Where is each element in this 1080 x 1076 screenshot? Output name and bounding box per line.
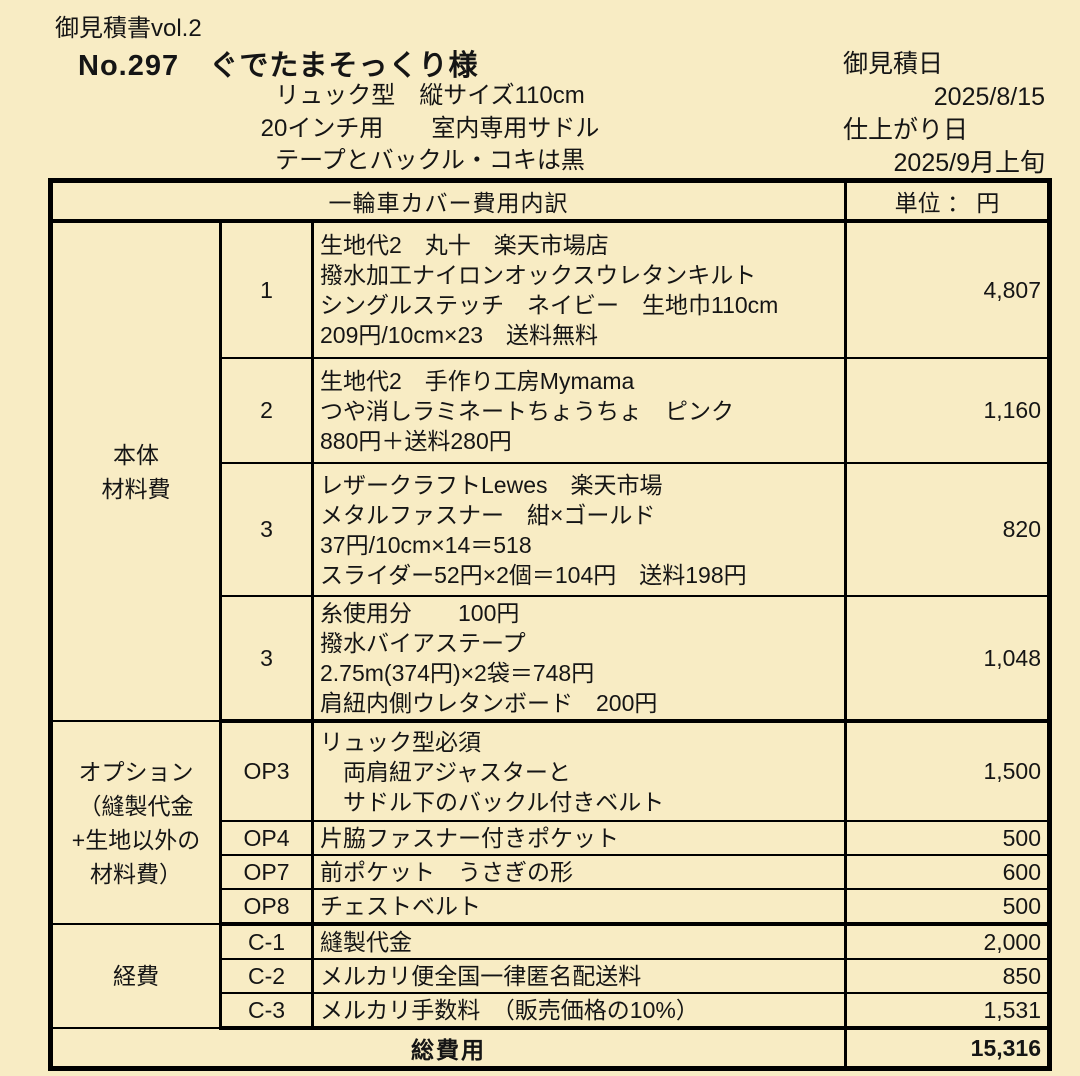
item-price-cell: 500	[844, 820, 1052, 856]
section-label-options: オプション （縫製代金 +生地以外の 材料費）	[49, 720, 222, 925]
item-price-cell: 600	[844, 854, 1052, 890]
item-price-cell: 1,500	[844, 720, 1052, 822]
finish-date-label: 仕上がり日	[843, 116, 969, 144]
item-no-cell: C-2	[219, 958, 314, 994]
item-desc-cell: 生地代2 手作り工房Mymama つや消しラミネートちょうちょ ピンク 880円…	[310, 357, 848, 464]
item-desc-cell: 縫製代金	[310, 923, 848, 960]
table-row: オプション （縫製代金 +生地以外の 材料費） OP3 リュック型必須 両肩紐ア…	[49, 720, 1052, 925]
unit-cell: 単位 ： 円	[844, 179, 1052, 223]
item-no-cell: OP8	[219, 888, 314, 926]
table-row: 本体 材料費 1 生地代2 丸十 楽天市場店 撥水加工ナイロンオックスウレタンキ…	[49, 220, 1052, 722]
item-desc-cell: リュック型必須 両肩紐アジャスターと サドル下のバックル付きベルト	[310, 720, 848, 822]
table-row: 3 レザークラフトLewes 楽天市場 メタルファスナー 紺×ゴールド 37円/…	[51, 462, 1052, 597]
item-desc-cell: 生地代2 丸十 楽天市場店 撥水加工ナイロンオックスウレタンキルト シングルステ…	[310, 220, 848, 359]
item-no-cell: C-1	[219, 923, 314, 960]
table-row: 3 糸使用分 100円 撥水バイアステープ 2.75m(374円)×2袋＝748…	[51, 595, 1052, 723]
item-no-cell: OP3	[219, 720, 314, 822]
table-row: C-2 メルカリ便全国一律匿名配送料 850	[51, 958, 1052, 994]
item-price-cell: 2,000	[844, 923, 1052, 960]
customer-name: No.297 ぐでたまそっくり様	[78, 50, 479, 82]
item-price-cell: 1,048	[844, 595, 1052, 723]
item-no-cell: 2	[219, 357, 314, 464]
table-row: 経費 C-1 縫製代金 2,000	[49, 923, 1052, 1029]
table-row: OP7 前ポケット うさぎの形 600	[51, 854, 1052, 890]
table-row: OP4 片脇ファスナー付きポケット 500	[51, 820, 1052, 856]
item-no-cell: C-3	[219, 992, 314, 1030]
item-price-cell: 4,807	[844, 220, 1052, 359]
item-price-cell: 820	[844, 462, 1052, 597]
finish-date-value: 2025/9月上旬	[893, 149, 1045, 177]
cost-breakdown-table: 一輪車カバー費用内訳 単位 ： 円 本体 材料費 1 生地代2 丸十 楽天市場店…	[48, 178, 1053, 1071]
item-price-cell: 1,531	[844, 992, 1052, 1030]
table-row: 2 生地代2 手作り工房Mymama つや消しラミネートちょうちょ ピンク 88…	[51, 357, 1052, 464]
item-no-cell: 3	[219, 462, 314, 597]
item-desc-cell: 前ポケット うさぎの形	[310, 854, 848, 890]
item-price-cell: 1,160	[844, 357, 1052, 464]
item-no-cell: OP7	[219, 854, 314, 890]
table-row: OP8 チェストベルト 500	[51, 888, 1052, 926]
item-desc-cell: 糸使用分 100円 撥水バイアステープ 2.75m(374円)×2袋＝748円 …	[310, 595, 848, 723]
section-label-expenses: 経費	[49, 923, 222, 1029]
table-row: C-3 メルカリ手数料 （販売価格の10%） 1,531	[51, 992, 1052, 1030]
item-desc-cell: レザークラフトLewes 楽天市場 メタルファスナー 紺×ゴールド 37円/10…	[310, 462, 848, 597]
section-label-materials: 本体 材料費	[49, 220, 222, 722]
document-title: 御見積書vol.2	[55, 15, 202, 42]
item-no-cell: 3	[219, 595, 314, 723]
spec-lines: リュック型 縦サイズ110cm 20インチ用 室内専用サドル テープとバックル・…	[260, 82, 600, 174]
total-label-cell: 総費用	[48, 1027, 848, 1070]
date-block: 御見積日 2025/8/15 仕上がり日 2025/9月上旬	[843, 48, 1045, 180]
item-desc-cell: メルカリ手数料 （販売価格の10%）	[310, 992, 848, 1030]
item-desc-cell: 片脇ファスナー付きポケット	[310, 820, 848, 856]
item-price-cell: 850	[844, 958, 1052, 994]
quote-date-label: 御見積日	[843, 50, 944, 78]
total-row: 総費用 15,316	[48, 1027, 1052, 1070]
total-price-cell: 15,316	[844, 1027, 1052, 1070]
quote-date-value: 2025/8/15	[933, 83, 1045, 111]
table-title-cell: 一輪車カバー費用内訳	[48, 179, 848, 223]
item-no-cell: 1	[219, 220, 314, 359]
item-no-cell: OP4	[219, 820, 314, 856]
item-price-cell: 500	[844, 888, 1052, 926]
item-desc-cell: メルカリ便全国一律匿名配送料	[310, 958, 848, 994]
item-desc-cell: チェストベルト	[310, 888, 848, 926]
table-header-row: 一輪車カバー費用内訳 単位 ： 円	[48, 179, 1052, 223]
